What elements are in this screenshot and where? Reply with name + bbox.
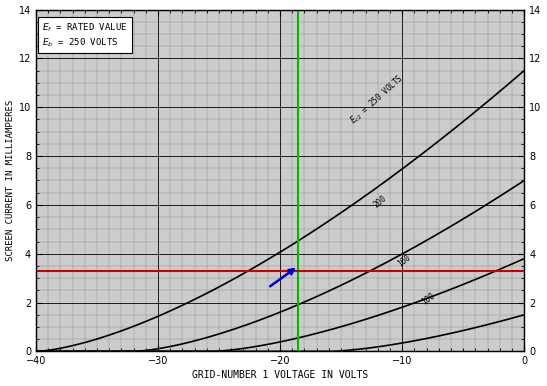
Y-axis label: SCREEN CURRENT IN MILLIAMPERES: SCREEN CURRENT IN MILLIAMPERES	[5, 100, 15, 261]
Text: 200: 200	[371, 194, 388, 210]
X-axis label: GRID-NUMBER 1 VOLTAGE IN VOLTS: GRID-NUMBER 1 VOLTAGE IN VOLTS	[192, 371, 368, 381]
Text: 100: 100	[421, 291, 437, 306]
Text: $E_{c2}$ = 250 VOLTS: $E_{c2}$ = 250 VOLTS	[347, 72, 406, 127]
Text: 160: 160	[396, 253, 412, 268]
Text: $E_f$ = RATED VALUE
$E_b$ = 250 VOLTS: $E_f$ = RATED VALUE $E_b$ = 250 VOLTS	[42, 22, 127, 49]
